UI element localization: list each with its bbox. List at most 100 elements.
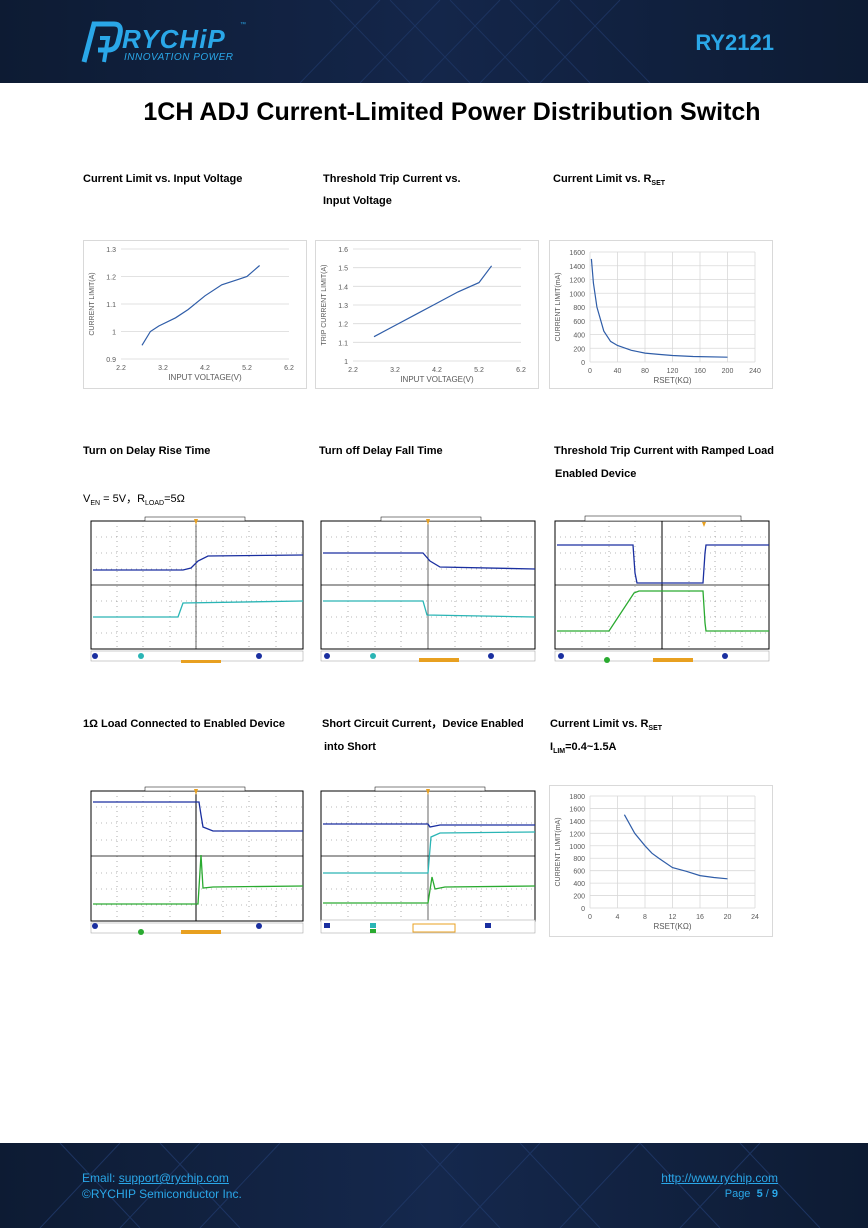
y-tick-label: 1000 [569,291,585,298]
footer-left: Email: support@rychip.com ©RYCHIP Semico… [82,1170,242,1202]
y-tick-label: 400 [573,881,585,888]
caption-turn-on-delay: Turn on Delay Rise Time [83,445,211,457]
chart-current-limit-vs-vin: 0.9 1 1.1 1.2 1.3 2.2 3.2 4.2 5.2 6.2 INPUT VOLTAG… [83,240,307,389]
x-tick-label: 12 [669,914,677,921]
x-tick-label: 0 [588,914,592,921]
series-line [590,258,728,358]
caption-text: Current Limit vs. R [550,718,649,730]
footer-pattern [39,1143,821,1228]
caption-trip-current-line1: Threshold Trip Current vs. [323,173,461,185]
page-label: Page [724,1188,751,1200]
series-line [623,814,728,880]
caption-ilim-range: ILIM=0.4~1.5A [550,736,617,763]
y-tick-label: 800 [573,305,585,312]
y-tick-label: 1600 [569,806,585,813]
website-link[interactable]: http://www.rychip.com [661,1171,778,1185]
condition-turn-on-delay: VEN = 5V，RLOAD=5Ω [83,490,185,507]
x-axis-label: RSET(KΩ) [654,922,692,931]
x-tick-label: 8 [643,914,647,921]
x-tick-label: 4.2 [200,365,210,372]
chart-svg: 0.9 1 1.1 1.2 1.3 2.2 3.2 4.2 5.2 6.2 INPUT VOLTAG… [89,247,294,382]
scope-waveform [554,515,770,663]
chart-svg: 1 1.1 1.2 1.3 1.4 1.5 1.6 2.2 3.2 4.2 5.2 6.2 INPUT … [321,247,526,384]
chart-svg: 0 200 400 600 800 1000 1200 1400 1600 1800 0 4 8 12 16… [555,794,759,931]
chart-current-limit-vs-rset-ilim: 0 200 400 600 800 1000 1200 1400 1600 1800 0 4 8 12 16… [549,785,773,937]
footer-right: http://www.rychip.com Page 5 / 9 [661,1170,778,1202]
scope-turn-off-delay [315,513,537,663]
header-pattern [299,0,651,83]
x-tick-label: 20 [724,914,732,921]
scope-ramped-load [549,513,771,663]
x-tick-label: 4.2 [432,367,442,374]
x-axis-label: RSET(KΩ) [654,376,692,385]
chart-trip-current-vs-vin: 1 1.1 1.2 1.3 1.4 1.5 1.6 2.2 3.2 4.2 5.2 6.2 INPUT … [315,240,539,389]
caption-text: I [550,741,554,753]
y-tick-label: 400 [573,333,585,340]
caption-current-limit-vs-rset-2: Current Limit vs. RSET [550,713,662,740]
y-tick-label: 1400 [569,264,585,271]
y-tick-label: 1 [112,330,116,337]
x-tick-label: 0 [588,368,592,375]
caption-ramped-load-line1: Threshold Trip Current with Ramped Load [554,445,775,457]
chart-current-limit-vs-rset: 0 200 400 600 800 1000 1200 1400 1600 0 40 80 120 160… [549,240,773,389]
x-tick-label: 3.2 [390,367,400,374]
x-tick-label: 24 [751,914,759,921]
y-tick-label: 1 [344,359,348,366]
x-tick-label: 6.2 [284,365,294,372]
x-tick-label: 16 [696,914,704,921]
scope-waveform [90,786,304,935]
y-tick-label: 1.1 [106,302,116,309]
x-tick-label: 80 [641,368,649,375]
y-tick-label: 1800 [569,794,585,801]
x-tick-label: 5.2 [474,367,484,374]
caption-short-circuit-line1: Short Circuit Current，Device Enabled [322,718,524,730]
logo-text: RYCHiP [122,24,226,54]
y-tick-label: 600 [573,319,585,326]
y-tick-label: 1200 [569,278,585,285]
series-line [373,265,493,338]
series-line [141,265,260,346]
y-tick-label: 1000 [569,844,585,851]
caption-subscript: SET [651,180,666,188]
y-tick-label: 800 [573,856,585,863]
caption-subscript: LIM [553,748,566,756]
x-tick-label: 200 [722,368,734,375]
y-tick-label: 600 [573,869,585,876]
y-tick-label: 0 [581,906,585,913]
footer-copyright: ©RYCHIP Semiconductor Inc. [82,1187,242,1201]
caption-current-limit-vs-vin: Current Limit vs. Input Voltage [83,173,243,185]
y-tick-label: 1600 [569,250,585,257]
y-axis-label: CURRENT LIMIT(A) [89,272,96,335]
cond-text: =5Ω [164,493,185,505]
y-tick-label: 1.4 [338,284,348,291]
page-separator: / [765,1188,769,1200]
y-tick-label: 1.3 [106,247,116,254]
email-link[interactable]: support@rychip.com [118,1171,229,1185]
y-axis-label: CURRENT LIMIT(mA) [555,272,562,341]
scope-waveform [90,516,304,663]
x-axis-label: INPUT VOLTAGE(V) [400,375,474,384]
page-total: 9 [771,1188,778,1200]
y-tick-label: 1.1 [338,340,348,347]
page-current: 5 [756,1188,763,1200]
chart-svg: 0 200 400 600 800 1000 1200 1400 1600 0 40 80 120 160… [555,250,761,385]
scope-waveform [320,786,536,934]
caption-current-limit-vs-rset: Current Limit vs. RSET [553,168,665,195]
caption-turn-off-delay: Turn off Delay Fall Time [319,445,443,457]
scope-short-circuit [315,785,537,935]
x-tick-label: 240 [749,368,761,375]
y-tick-label: 0.9 [106,357,116,364]
page-footer [0,1143,868,1228]
y-tick-label: 200 [573,346,585,353]
x-axis-label: INPUT VOLTAGE(V) [168,373,242,382]
cond-text: V [83,493,91,505]
x-tick-label: 2.2 [348,367,358,374]
page-header [0,0,868,83]
email-label: Email: [82,1171,119,1185]
y-tick-label: 1400 [569,819,585,826]
y-axis-label: CURRENT LIMIT(mA) [555,817,562,886]
logo-subtitle: INNOVATION POWER [124,52,234,63]
y-tick-label: 1200 [569,831,585,838]
y-tick-label: 1.3 [338,303,348,310]
page-title: 1CH ADJ Current-Limited Power Distributi… [143,98,761,126]
